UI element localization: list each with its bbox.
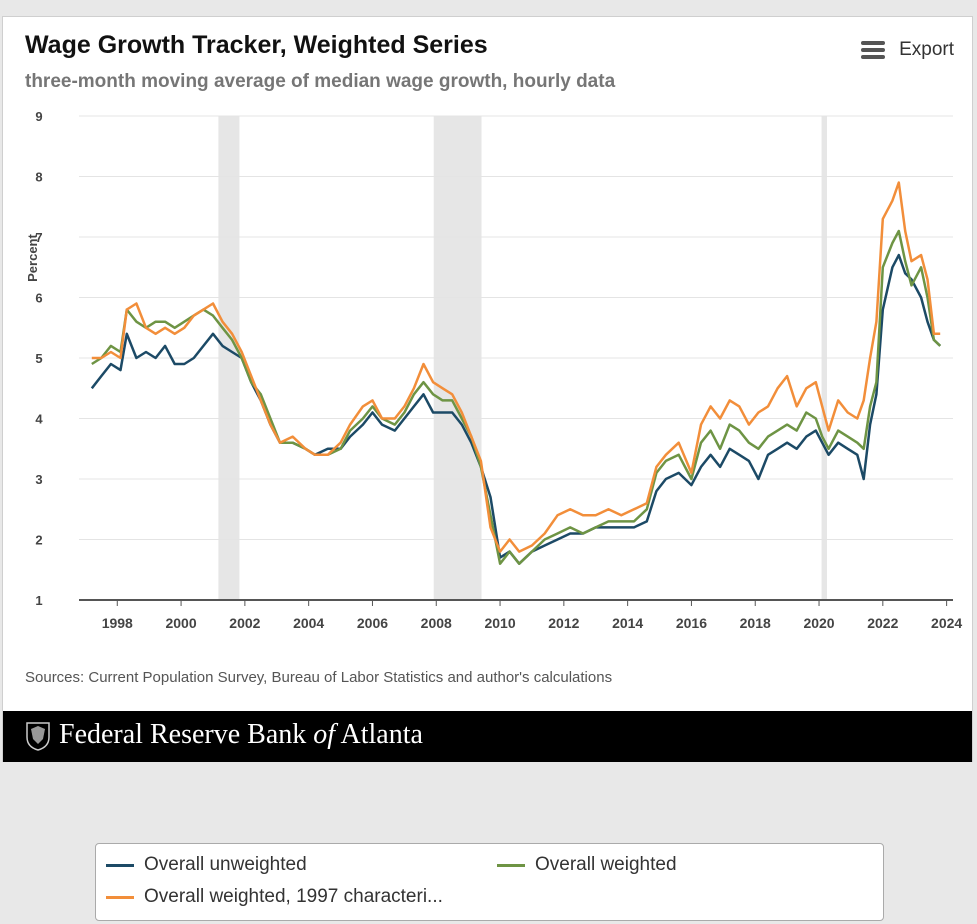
- x-tick-label: 2022: [867, 615, 898, 631]
- y-tick-label: 8: [35, 170, 42, 185]
- legend-label: Overall weighted: [535, 854, 677, 875]
- chart-card: Wage Growth Tracker, Weighted Series thr…: [2, 16, 973, 762]
- y-tick-label: 6: [35, 291, 42, 306]
- x-tick-label: 2008: [421, 615, 452, 631]
- legend-label: Overall weighted, 1997 characteri...: [144, 886, 443, 907]
- series-line-weighted-1997: [91, 181, 941, 553]
- x-tick-label: 2018: [740, 615, 771, 631]
- chart-subtitle: three-month moving average of median wag…: [25, 71, 616, 92]
- x-tick-label: 2002: [229, 615, 260, 631]
- x-tick-label: 2010: [484, 615, 515, 631]
- series-line-weighted: [91, 229, 942, 565]
- x-tick-label: 2016: [676, 615, 707, 631]
- export-button[interactable]: Export: [861, 39, 954, 61]
- x-tick-label: 2012: [548, 615, 579, 631]
- sources-note: Sources: Current Population Survey, Bure…: [25, 669, 613, 686]
- y-axis-label: Percent: [25, 233, 40, 281]
- gridlines: [79, 115, 953, 540]
- y-tick-label: 3: [35, 472, 42, 487]
- export-label: Export: [899, 39, 954, 60]
- legend-swatch: [497, 863, 525, 867]
- y-tick-label: 1: [35, 593, 42, 608]
- y-tick-label: 7: [35, 230, 42, 245]
- footer-brand: Federal Reserve Bank of Atlanta: [59, 719, 423, 750]
- y-tick-label: 4: [35, 412, 43, 427]
- menu-icon: [861, 41, 886, 59]
- legend: Overall unweighted Overall weighted Over…: [95, 843, 884, 921]
- y-tick-label: 9: [35, 109, 42, 124]
- legend-item-weighted-1997[interactable]: Overall weighted, 1997 characteri...: [106, 886, 443, 908]
- x-tick-label: 1998: [102, 615, 133, 631]
- legend-swatch: [106, 895, 134, 899]
- x-tick-label: 2014: [612, 615, 643, 631]
- chart-title: Wage Growth Tracker, Weighted Series: [25, 31, 488, 59]
- x-tick-label: 2000: [165, 615, 196, 631]
- line-chart: 1 2 3 4 5 6 7 8 9 1998 2000 2002 2004 2006 2008 2010 201…: [25, 109, 962, 631]
- x-tick-label: 2006: [357, 615, 388, 631]
- legend-item-unweighted[interactable]: Overall unweighted: [106, 854, 307, 876]
- x-tick-label: 2024: [931, 615, 962, 631]
- series-lines: [90, 181, 942, 565]
- y-tick-label: 2: [35, 533, 42, 548]
- legend-swatch: [106, 863, 134, 867]
- x-tick-label: 2020: [803, 615, 834, 631]
- fed-seal-icon: [26, 722, 50, 751]
- legend-item-weighted[interactable]: Overall weighted: [497, 854, 677, 876]
- y-tick-label: 5: [35, 351, 42, 366]
- legend-label: Overall unweighted: [144, 854, 307, 875]
- x-tick-label: 2004: [293, 615, 324, 631]
- footer-bar: Federal Reserve Bank of Atlanta: [3, 711, 972, 762]
- axes: 1 2 3 4 5 6 7 8 9 1998 2000 2002 2004 2006 2008 2010 201…: [25, 109, 962, 631]
